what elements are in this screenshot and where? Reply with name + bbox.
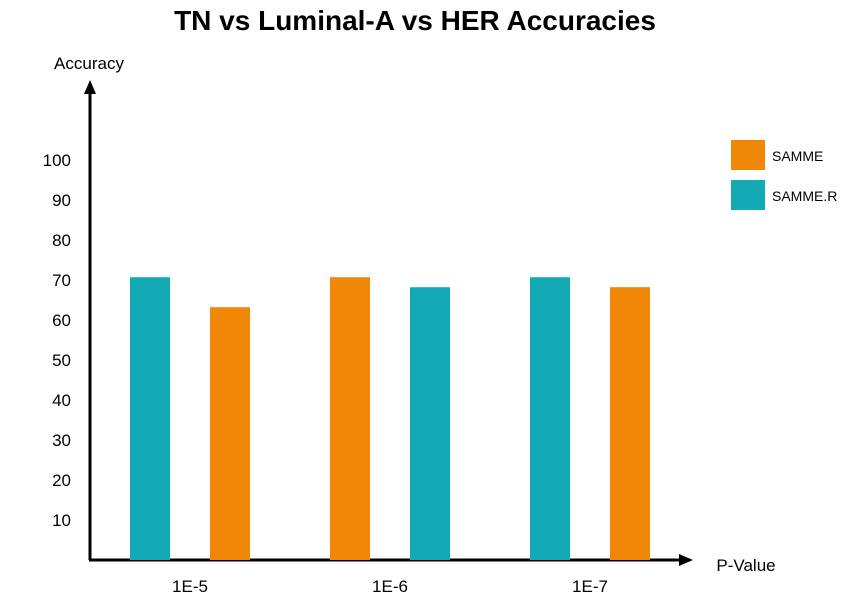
y-tick-label: 10: [52, 511, 71, 530]
bar-samme-1e-7: [610, 287, 650, 560]
x-axis-label: P-Value: [716, 556, 775, 575]
x-tick-label: 1E-7: [572, 577, 608, 596]
y-tick-label: 60: [52, 311, 71, 330]
y-tick-label: 40: [52, 391, 71, 410]
y-axis-arrow-icon: [84, 80, 96, 94]
y-tick-label: 80: [52, 231, 71, 250]
x-tick-labels: 1E-5 1E-6 1E-7: [172, 577, 608, 596]
bars: [130, 277, 650, 560]
bar-samme-1e-5: [210, 307, 250, 560]
legend-swatch: [731, 140, 765, 170]
bar-samme-r-1e-6: [410, 287, 450, 560]
y-tick-label: 50: [52, 351, 71, 370]
y-tick-label: 100: [43, 151, 71, 170]
y-tick-labels: 10 20 30 40 50 60 70 80 90 100: [43, 151, 71, 530]
legend-label: SAMME: [772, 148, 823, 164]
y-tick-label: 70: [52, 271, 71, 290]
legend: SAMME SAMME.R: [731, 140, 837, 210]
x-axis-arrow-icon: [679, 554, 693, 566]
bar-samme-r-1e-7: [530, 277, 570, 560]
chart-title: TN vs Luminal-A vs HER Accuracies: [174, 5, 656, 36]
bar-samme-1e-6: [330, 277, 370, 560]
bar-samme-r-1e-5: [130, 277, 170, 560]
y-tick-label: 20: [52, 471, 71, 490]
y-axis-label: Accuracy: [54, 54, 124, 73]
x-tick-label: 1E-5: [172, 577, 208, 596]
y-tick-label: 30: [52, 431, 71, 450]
legend-label: SAMME.R: [772, 188, 837, 204]
x-tick-label: 1E-6: [372, 577, 408, 596]
legend-swatch: [731, 180, 765, 210]
y-tick-label: 90: [52, 191, 71, 210]
